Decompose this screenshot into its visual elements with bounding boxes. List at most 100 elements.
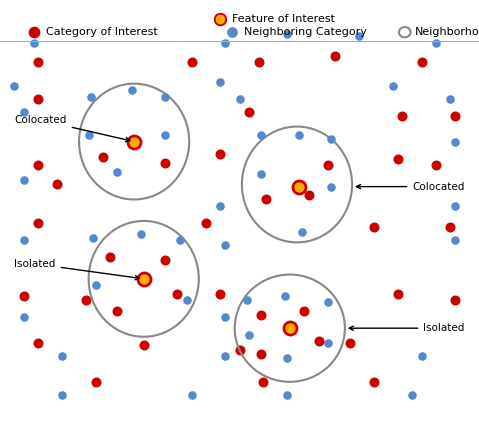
Point: [284, 31, 291, 38]
Point: [221, 241, 229, 248]
Point: [92, 282, 100, 289]
Point: [432, 162, 440, 169]
Point: [394, 155, 401, 162]
Point: [236, 346, 243, 353]
Point: [228, 29, 236, 36]
Point: [260, 378, 267, 385]
Point: [281, 293, 289, 299]
Point: [245, 108, 253, 115]
Point: [451, 112, 459, 119]
Point: [82, 297, 90, 304]
Point: [257, 170, 265, 177]
Point: [20, 237, 28, 244]
Point: [399, 112, 406, 119]
Text: Feature of Interest: Feature of Interest: [232, 14, 335, 24]
Point: [99, 153, 107, 160]
Point: [114, 308, 121, 314]
Point: [296, 183, 303, 190]
Point: [20, 108, 28, 115]
Point: [11, 82, 18, 89]
Point: [296, 132, 303, 139]
Point: [217, 151, 224, 158]
Point: [236, 95, 243, 102]
Point: [446, 95, 454, 102]
Point: [34, 220, 42, 227]
Text: Colocated: Colocated: [14, 115, 130, 142]
Point: [87, 93, 95, 100]
Point: [30, 29, 37, 36]
Point: [324, 340, 332, 347]
Text: Isolated: Isolated: [349, 323, 465, 333]
Text: Neighborhood: Neighborhood: [415, 27, 479, 37]
Point: [324, 162, 332, 169]
Point: [137, 230, 145, 237]
Point: [418, 59, 425, 66]
Point: [140, 342, 148, 349]
Point: [408, 391, 416, 398]
Point: [34, 59, 42, 66]
Point: [286, 325, 294, 332]
Point: [394, 290, 401, 297]
Point: [451, 138, 459, 145]
Point: [243, 297, 251, 304]
Point: [30, 39, 37, 46]
Point: [255, 59, 262, 66]
Point: [217, 16, 224, 23]
Point: [130, 138, 138, 145]
Point: [286, 325, 294, 332]
Point: [34, 340, 42, 347]
Point: [173, 290, 181, 297]
Point: [106, 254, 114, 261]
Point: [221, 314, 229, 321]
Point: [217, 16, 224, 23]
Point: [418, 353, 425, 360]
Point: [257, 132, 265, 139]
Point: [217, 202, 224, 209]
Point: [92, 378, 100, 385]
Point: [245, 331, 253, 338]
Point: [446, 224, 454, 231]
Point: [128, 87, 136, 94]
Point: [20, 293, 28, 299]
Text: Category of Interest: Category of Interest: [46, 27, 157, 37]
Point: [58, 391, 66, 398]
Point: [262, 196, 270, 203]
Point: [370, 224, 377, 231]
Point: [257, 350, 265, 357]
Point: [451, 297, 459, 304]
Point: [284, 391, 291, 398]
Point: [324, 299, 332, 306]
Point: [315, 338, 322, 344]
Point: [85, 132, 92, 139]
Point: [34, 95, 42, 102]
Point: [221, 353, 229, 360]
Point: [327, 183, 334, 190]
Point: [176, 237, 183, 244]
Point: [20, 177, 28, 184]
Point: [451, 202, 459, 209]
Point: [114, 168, 121, 175]
Point: [305, 192, 313, 199]
Text: Colocated: Colocated: [356, 181, 465, 192]
Point: [217, 290, 224, 297]
Point: [161, 93, 169, 100]
Point: [432, 39, 440, 46]
Point: [298, 228, 306, 235]
Point: [202, 220, 210, 227]
Text: Isolated: Isolated: [14, 259, 139, 280]
Point: [355, 33, 363, 40]
Point: [58, 353, 66, 360]
Point: [346, 340, 354, 347]
Point: [161, 132, 169, 139]
Point: [451, 297, 459, 304]
Point: [296, 183, 303, 190]
Point: [221, 39, 229, 46]
Point: [161, 256, 169, 263]
Point: [284, 355, 291, 362]
Point: [370, 378, 377, 385]
Point: [327, 136, 334, 143]
Point: [331, 52, 339, 59]
Point: [257, 312, 265, 319]
Point: [188, 391, 195, 398]
Point: [20, 314, 28, 321]
